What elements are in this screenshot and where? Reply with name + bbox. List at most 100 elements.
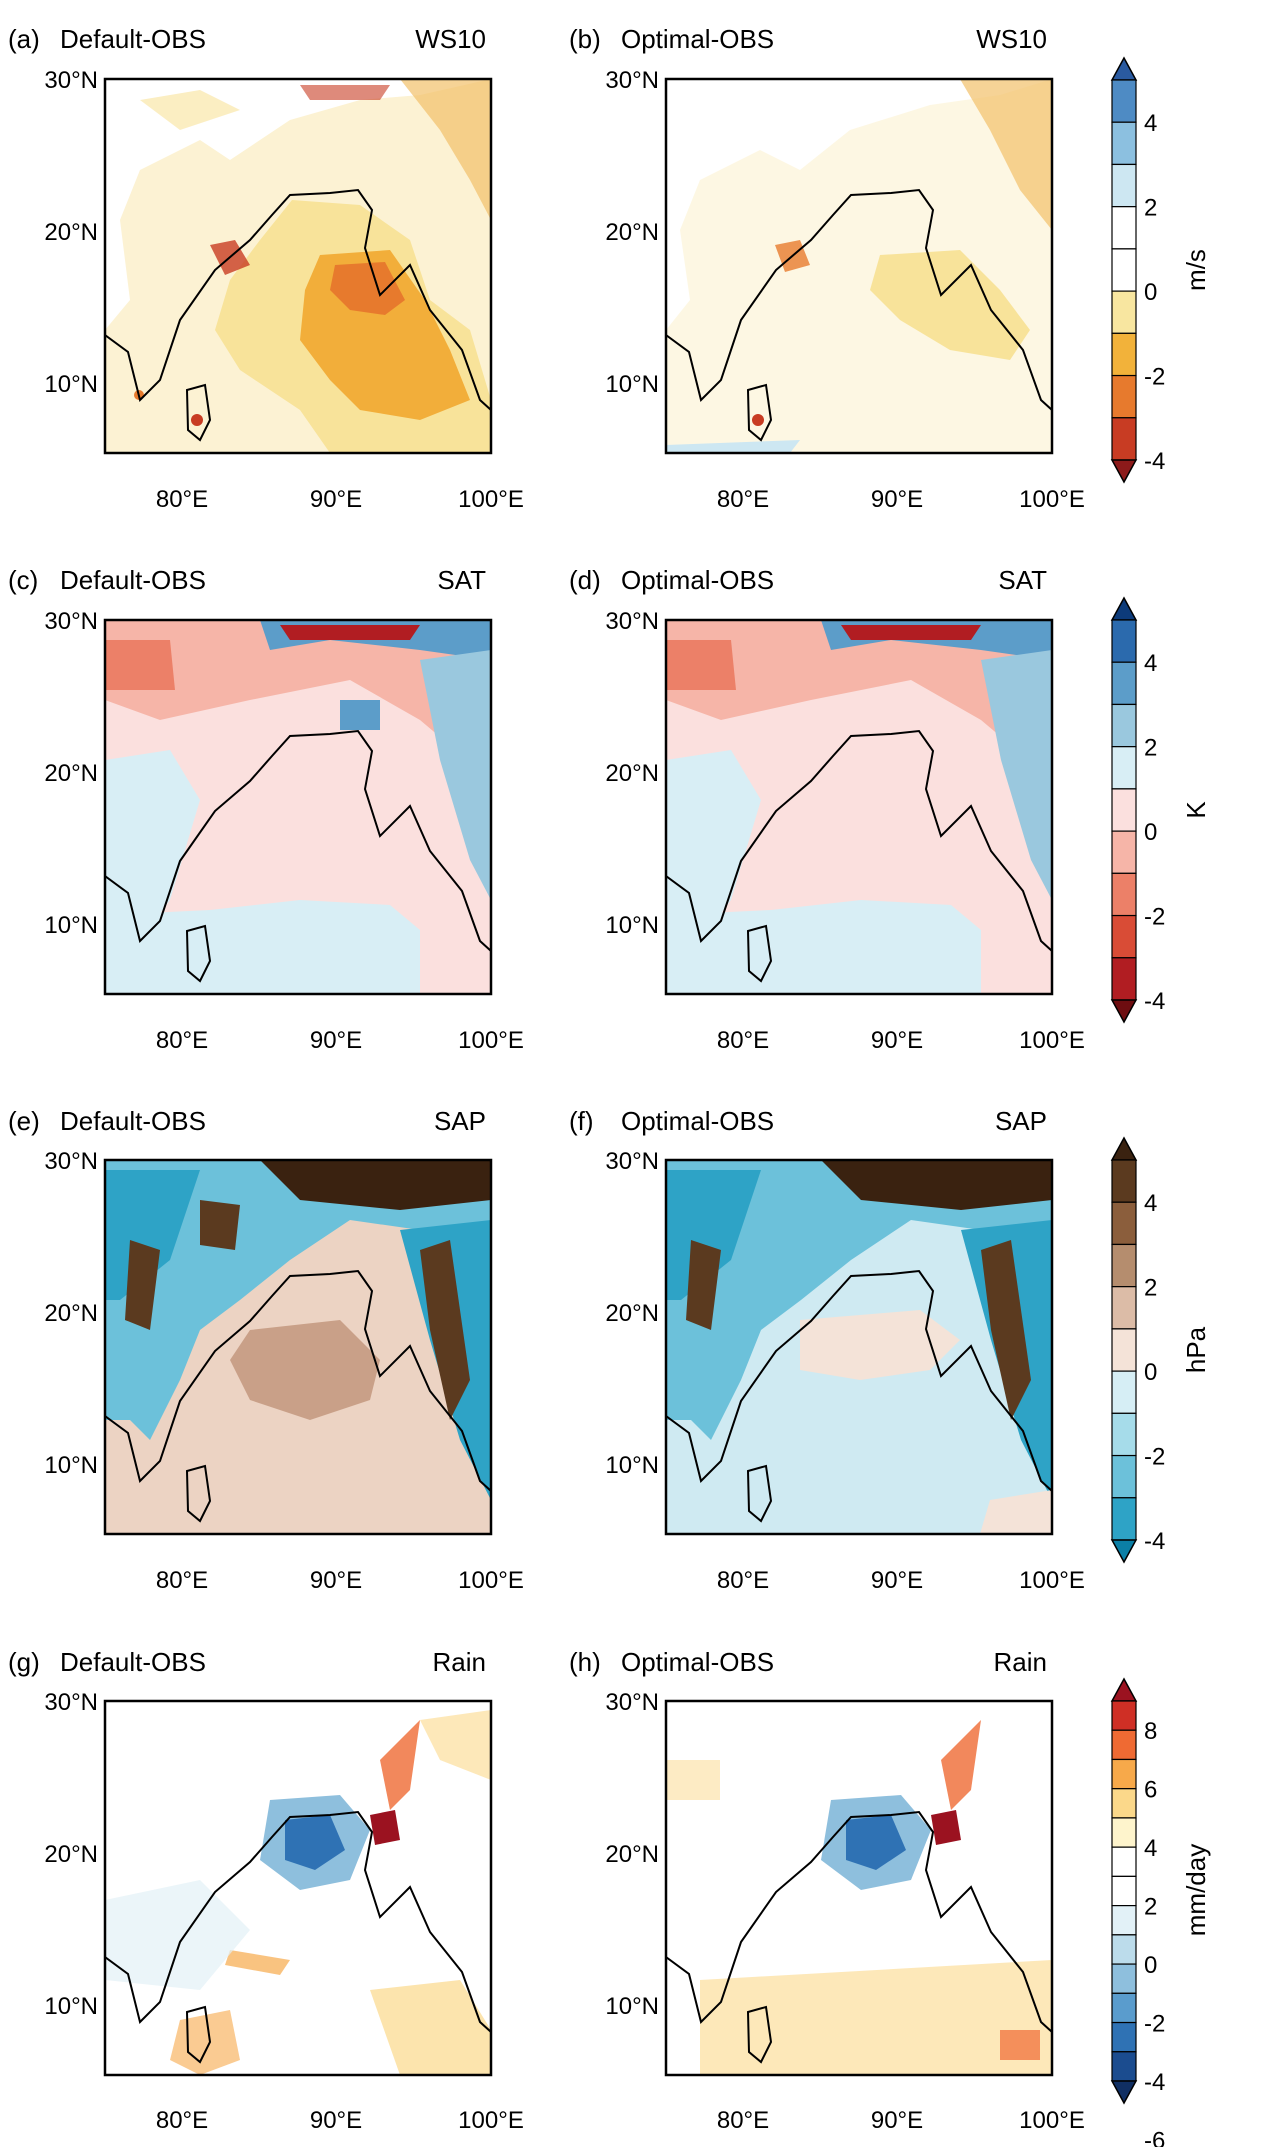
- panel-e: (e) Default-OBS SAP 30°N 20°N 10°N 80°E …: [8, 1106, 524, 1594]
- panel-letter: (f): [569, 1106, 594, 1136]
- panel-variable: SAT: [437, 565, 486, 595]
- colorbar-swatch: [1111, 957, 1137, 1001]
- panel-variable: Rain: [433, 1647, 486, 1677]
- lat-label-20n: 20°N: [605, 1841, 659, 1868]
- colorbar-swatches: 4 2 0 -2 -4: [1110, 596, 1165, 1024]
- colorbar-swatch: [1111, 1875, 1137, 1907]
- longitude-labels: 80°E 90°E 100°E: [717, 1567, 1085, 1594]
- lon-label-80e: 80°E: [717, 486, 769, 513]
- colorbar-tick-label: 8: [1144, 1718, 1157, 1745]
- latitude-labels: 30°N 20°N 10°N: [44, 67, 98, 398]
- longitude-labels: 80°E 90°E 100°E: [717, 2107, 1085, 2134]
- map-frame: [664, 1158, 1054, 1536]
- sri-lanka-outline: [185, 2005, 212, 2064]
- map-field: [105, 79, 491, 453]
- panel-letter: (b): [569, 24, 601, 54]
- lat-label-20n: 20°N: [605, 1300, 659, 1327]
- panel-b: (b) Optimal-OBS WS10 30°N 20°N 10°N 80°E…: [569, 24, 1085, 513]
- coastline: [105, 729, 491, 952]
- panel-title: Default-OBS: [60, 565, 206, 595]
- colorbar-swatch: [1111, 661, 1137, 706]
- colorbar-unit: hPa: [1181, 1326, 1211, 1373]
- lon-label-80e: 80°E: [156, 1567, 208, 1594]
- lon-label-100e: 100°E: [1019, 1567, 1085, 1594]
- map-field: [666, 1160, 1052, 1534]
- latitude-labels: 30°N 20°N 10°N: [605, 1148, 659, 1479]
- panel-variable: Rain: [994, 1647, 1047, 1677]
- lon-label-100e: 100°E: [458, 1027, 524, 1054]
- lat-label-30n: 30°N: [605, 1689, 659, 1716]
- colorbar-swatch: [1111, 2021, 1137, 2053]
- panel-title: Optimal-OBS: [621, 1106, 774, 1136]
- lon-label-80e: 80°E: [156, 1027, 208, 1054]
- lon-label-80e: 80°E: [156, 2107, 208, 2134]
- map-frame: [664, 1699, 1054, 2077]
- lon-label-90e: 90°E: [310, 486, 362, 513]
- latitude-labels: 30°N 20°N 10°N: [44, 1689, 98, 2020]
- colorbar-tick-label: 6: [1144, 1777, 1157, 1804]
- lat-label-10n: 10°N: [605, 1993, 659, 2020]
- panel-letter: (g): [8, 1647, 40, 1677]
- panel-variable: SAP: [995, 1106, 1047, 1136]
- coastline: [666, 1810, 1052, 2033]
- lon-label-100e: 100°E: [1019, 486, 1085, 513]
- panel-letter: (a): [8, 24, 40, 54]
- longitude-labels: 80°E 90°E 100°E: [717, 1027, 1085, 1054]
- lat-label-20n: 20°N: [605, 760, 659, 787]
- lat-label-10n: 10°N: [44, 1452, 98, 1479]
- colorbar-swatches: 4 2 0 -2 -4: [1110, 1136, 1165, 1564]
- colorbar-tick-label: 0: [1144, 1952, 1157, 1979]
- colorbar-swatch: [1111, 1758, 1137, 1790]
- latitude-labels: 30°N 20°N 10°N: [605, 1689, 659, 2020]
- colorbar-swatch: [1111, 1992, 1137, 2024]
- sri-lanka-outline: [746, 1464, 773, 1523]
- lat-label-10n: 10°N: [44, 371, 98, 398]
- sri-lanka-outline: [185, 1464, 212, 1523]
- panel-variable: WS10: [415, 24, 486, 54]
- lon-label-80e: 80°E: [717, 2107, 769, 2134]
- colorbar-swatch: [1111, 872, 1137, 917]
- colorbar-swatch: [1111, 788, 1137, 832]
- colorbar-tick-label: 2: [1144, 1894, 1157, 1921]
- colorbar-unit: K: [1181, 801, 1211, 819]
- lat-label-10n: 10°N: [605, 1452, 659, 1479]
- panel-f: (f) Optimal-OBS SAP 30°N 20°N 10°N 80°E …: [569, 1106, 1085, 1594]
- sri-lanka-outline: [746, 924, 773, 983]
- panel-title: Optimal-OBS: [621, 565, 774, 595]
- colorbar-swatch: [1111, 1159, 1137, 1203]
- lat-label-20n: 20°N: [605, 219, 659, 246]
- panel-title: Default-OBS: [60, 1647, 206, 1677]
- lat-label-10n: 10°N: [605, 912, 659, 939]
- map-frame: [103, 77, 493, 455]
- colorbar-swatch: [1111, 332, 1137, 377]
- lat-label-10n: 10°N: [44, 1993, 98, 2020]
- lat-label-30n: 30°N: [605, 1148, 659, 1175]
- lon-label-100e: 100°E: [458, 1567, 524, 1594]
- colorbar-swatch: [1111, 374, 1137, 419]
- colorbar-swatch: [1111, 703, 1137, 748]
- panel-h: (h) Optimal-OBS Rain 30°N 20°N 10°N 80°E…: [569, 1647, 1085, 2134]
- coastline: [666, 188, 1052, 411]
- colorbar-tick-label: 0: [1144, 1359, 1157, 1386]
- colorbar-unit: m/s: [1181, 249, 1211, 291]
- lon-label-90e: 90°E: [871, 2107, 923, 2134]
- colorbar-tick-label: -4: [1144, 988, 1165, 1015]
- sri-lanka-outline: [185, 383, 212, 442]
- colorbar-swatch: [1111, 1729, 1137, 1761]
- sri-lanka-outline: [746, 383, 773, 442]
- colorbar-upper-arrow: [1110, 56, 1138, 81]
- colorbar-tick-label: 0: [1144, 279, 1157, 306]
- panel-title: Default-OBS: [60, 24, 206, 54]
- lat-label-30n: 30°N: [605, 67, 659, 94]
- panel-letter: (h): [569, 1647, 601, 1677]
- panel-d: (d) Optimal-OBS SAT 30°N 20°N 10°N 80°E …: [569, 565, 1085, 1054]
- panel-title: Optimal-OBS: [621, 24, 774, 54]
- lon-label-90e: 90°E: [871, 1567, 923, 1594]
- colorbar-swatch: [1111, 206, 1137, 250]
- lon-label-90e: 90°E: [310, 1567, 362, 1594]
- colorbar-swatch: [1111, 2051, 1137, 2082]
- map-field: [105, 1160, 491, 1534]
- longitude-labels: 80°E 90°E 100°E: [156, 486, 524, 513]
- lat-label-30n: 30°N: [605, 608, 659, 635]
